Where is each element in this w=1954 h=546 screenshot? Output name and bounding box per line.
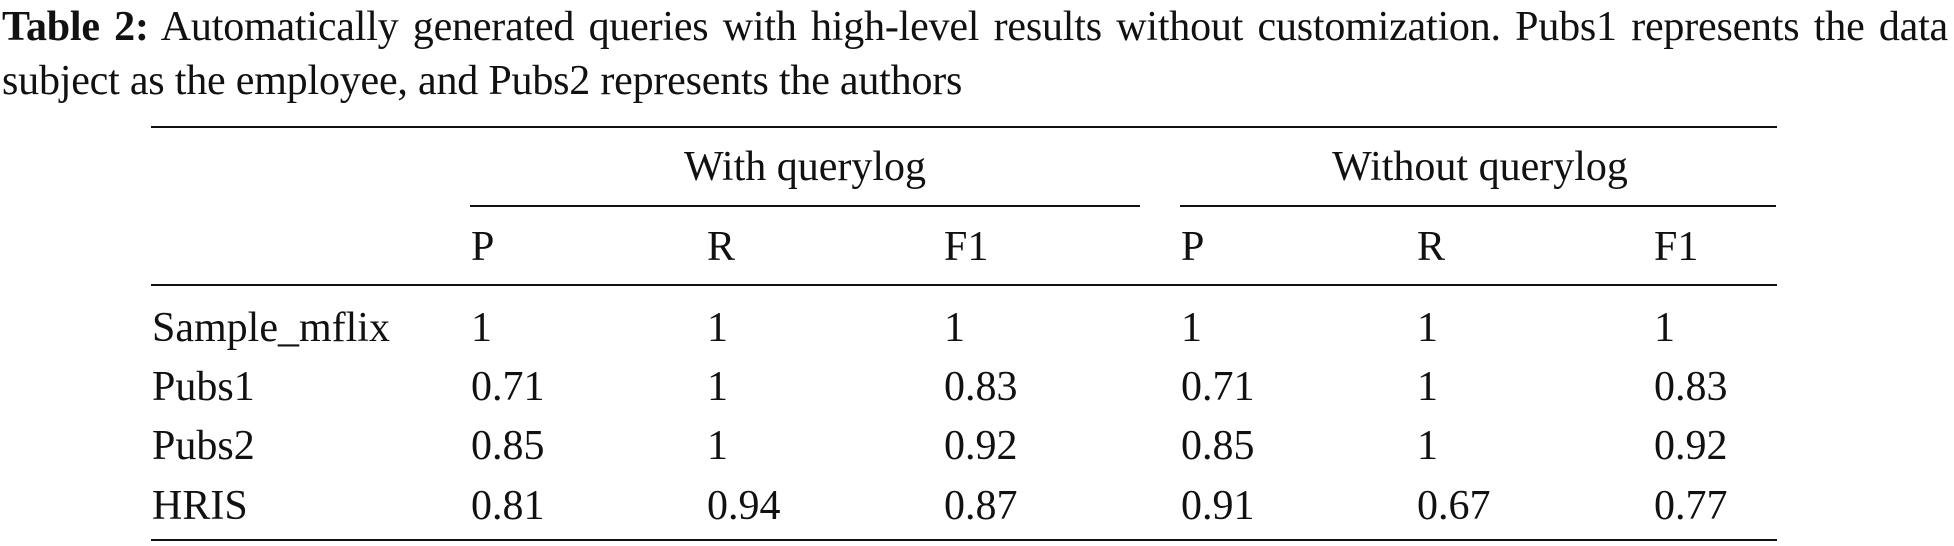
table-cell: 0.67 — [1417, 483, 1491, 529]
table-cell: 1 — [1181, 305, 1202, 351]
column-header-p-without: P — [1181, 224, 1205, 270]
table-cell: 1 — [944, 305, 965, 351]
header-bottom-rule — [151, 284, 1777, 286]
table-cell: 1 — [707, 305, 728, 351]
group-header-with-querylog: With querylog — [683, 144, 927, 190]
caption-text: Automatically generated queries with hig… — [2, 4, 1949, 104]
table-cell: 0.85 — [471, 423, 545, 469]
caption-label: Table 2: — [2, 4, 149, 50]
column-header-r-with: R — [707, 224, 736, 270]
table-cell: 0.87 — [944, 483, 1018, 529]
table-cell: 1 — [1417, 423, 1438, 469]
table-cell: 0.71 — [1181, 364, 1255, 410]
table-cell: 1 — [471, 305, 492, 351]
table-cell: 0.85 — [1181, 423, 1255, 469]
table-cell: 1 — [1417, 364, 1438, 410]
column-header-p-with: P — [471, 224, 495, 270]
table-cell: 0.71 — [471, 364, 545, 410]
table-top-rule — [151, 126, 1777, 128]
table-cell: 0.92 — [1654, 423, 1728, 469]
row-name-pubs2: Pubs2 — [152, 423, 255, 469]
group-rule-with-querylog — [470, 205, 1140, 207]
table-cell: 0.91 — [1181, 483, 1255, 529]
table-cell: 1 — [707, 423, 728, 469]
table-cell: 0.83 — [944, 364, 1018, 410]
table-cell: 0.81 — [471, 483, 545, 529]
table-bottom-rule — [151, 539, 1777, 541]
table-cell: 1 — [707, 364, 728, 410]
row-name-pubs1: Pubs1 — [152, 364, 255, 410]
table-cell: 1 — [1417, 305, 1438, 351]
group-rule-without-querylog — [1180, 205, 1776, 207]
table-cell: 0.77 — [1654, 483, 1728, 529]
column-header-r-without: R — [1417, 224, 1446, 270]
table-caption: Table 2: Automatically generated queries… — [2, 0, 1948, 108]
column-header-f1-with: F1 — [944, 224, 989, 270]
table-cell: 1 — [1654, 305, 1675, 351]
row-name-hris: HRIS — [152, 483, 248, 529]
column-header-f1-without: F1 — [1654, 224, 1699, 270]
table-cell: 0.92 — [944, 423, 1018, 469]
table-cell: 0.94 — [707, 483, 781, 529]
group-header-without-querylog: Without querylog — [1332, 144, 1628, 190]
table-cell: 0.83 — [1654, 364, 1728, 410]
row-name-sample-mflix: Sample_mflix — [152, 305, 390, 351]
